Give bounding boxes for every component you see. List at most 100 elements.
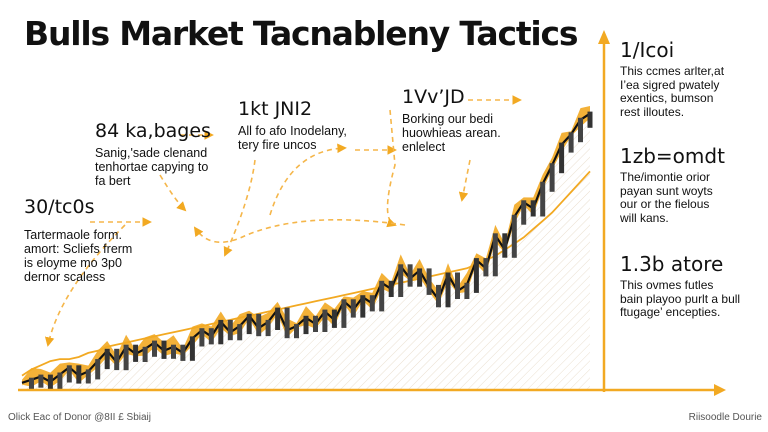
series-point-28	[284, 307, 290, 339]
series-point-16	[171, 344, 176, 359]
series-point-39	[388, 280, 394, 297]
series-point-8	[95, 359, 101, 380]
annotation-3-line-1: Borking our bedi	[402, 112, 494, 126]
series-point-23	[237, 324, 243, 341]
series-point-17	[180, 344, 186, 361]
series-point-41	[407, 264, 413, 287]
side-note-1: 1/Icoi This ccmes arlter,at I’ea sigred …	[620, 38, 765, 119]
series-point-29	[294, 324, 299, 339]
series-point-52	[511, 214, 517, 258]
series-point-19	[199, 328, 205, 347]
annotation-3-line-3: enlelect	[402, 140, 446, 154]
annotation-4-heading: 30/tc0s	[24, 196, 95, 218]
annotation-4: 30/tc0s Tartermaole form. amort: Scliefs…	[24, 196, 132, 284]
series-point-55	[540, 181, 546, 217]
annotation-4-line-2: amort: Scliefs frerm	[24, 242, 133, 256]
annotation-1-heading: 84 ka,bages	[95, 120, 211, 142]
annotation-2-heading: 1kt JNI2	[238, 98, 313, 120]
y-axis-arrow-icon	[598, 30, 610, 44]
series-point-2	[38, 374, 44, 388]
series-point-44	[436, 284, 441, 308]
series-point-60	[587, 111, 593, 128]
side-note-1-line-2: I’ea sigred pwately	[620, 77, 720, 92]
series-point-45	[445, 272, 451, 308]
footer-credit: Olick Eac of Donor @8II £ Sbiaij	[8, 412, 151, 423]
series-point-40	[398, 264, 404, 297]
series-point-35	[350, 299, 356, 318]
series-point-22	[227, 319, 233, 341]
guide-arrow-6	[193, 218, 406, 244]
annotation-3-heading: 1Vv’JD	[402, 86, 465, 108]
side-note-3-heading: 1.3b atore	[620, 252, 724, 276]
series-point-37	[369, 295, 375, 312]
annotation-4-line-4: dernor scaless	[24, 270, 106, 284]
side-note-1-line-3: exentics, bumson	[620, 91, 714, 105]
series-point-48	[473, 258, 479, 293]
x-axis-arrow-icon	[714, 384, 726, 396]
series-point-38	[379, 280, 385, 312]
guide-arrow-5	[44, 224, 126, 347]
series-point-5	[66, 365, 72, 383]
side-note-2-line-2: payan sunt woyts	[620, 183, 713, 198]
annotation-1-line-1: Sanig,'sade clenand	[95, 146, 208, 160]
series-point-9	[104, 348, 110, 370]
series-point-33	[331, 309, 337, 328]
series-point-59	[578, 117, 583, 143]
series-point-18	[189, 336, 195, 361]
series-point-10	[114, 348, 120, 371]
series-point-26	[265, 319, 271, 337]
series-point-58	[568, 132, 574, 153]
annotation-1-line-2: tenhortae capying to	[95, 160, 209, 174]
annotation-2-line-2: tery fire uncos	[238, 138, 317, 152]
series-point-20	[208, 328, 214, 345]
series-point-54	[530, 200, 536, 217]
series-point-53	[521, 200, 527, 225]
side-note-1-heading: 1/Icoi	[620, 38, 675, 62]
guide-arrow-2	[223, 159, 256, 257]
series-point-42	[417, 268, 423, 287]
annotation-3: 1Vv’JD Borking our bedi huowhieas arean.…	[402, 86, 501, 154]
series-point-6	[76, 365, 82, 384]
guide-arrow-1	[159, 174, 187, 212]
series-point-25	[256, 313, 262, 337]
chart-title: Bulls Market Tacnableny Tactics	[24, 14, 579, 53]
side-note-1-line-1: This ccmes arlter,at	[620, 64, 725, 78]
series-point-30	[303, 315, 309, 335]
guide-arrow-2b	[269, 143, 347, 216]
series-point-32	[322, 309, 328, 332]
side-note-3: 1.3b atore This ovmes futles bain playoo…	[620, 252, 765, 320]
series-point-15	[161, 340, 167, 359]
series-point-57	[559, 142, 565, 174]
series-point-4	[57, 372, 63, 390]
series-point-56	[549, 163, 555, 192]
annotation-3-line-2: huowhieas arean.	[402, 126, 501, 140]
series-point-13	[142, 346, 148, 362]
series-point-31	[313, 315, 318, 332]
series-point-3	[47, 374, 53, 390]
series-point-47	[464, 282, 470, 299]
annotation-4-line-3: is eloyme mo 3p0	[24, 256, 122, 270]
series-point-14	[152, 340, 157, 357]
series-point-50	[492, 233, 498, 277]
footer-source: Riisoodle Dourie	[688, 412, 762, 423]
series-point-21	[218, 319, 224, 345]
series-point-7	[85, 369, 91, 384]
series-point-36	[360, 295, 366, 318]
side-note-3-line-1: This ovmes futles	[620, 278, 714, 292]
side-note-1-line-4: rest illoutes.	[620, 104, 685, 119]
side-note-2: 1zb=omdt The/imontie orior payan sunt wo…	[620, 144, 765, 225]
annotation-1-line-3: fa bert	[95, 174, 131, 188]
series-point-43	[426, 268, 432, 295]
side-note-2-heading: 1zb=omdt	[620, 144, 725, 168]
annotation-2-line-1: All fo afo Inodelany,	[238, 124, 347, 138]
series-point-46	[455, 272, 460, 299]
guide-arrow-3	[386, 109, 397, 228]
guide-arrow-3b	[458, 159, 471, 202]
series-point-1	[29, 377, 34, 391]
annotation-4-line-1: Tartermaole form.	[24, 228, 122, 242]
series-point-12	[133, 344, 139, 362]
series-point-27	[275, 307, 281, 330]
side-note-3-line-3: ftugage’ encepties.	[620, 305, 721, 319]
annotation-2: 1kt JNI2 All fo afo Inodelany, tery fire…	[238, 98, 347, 152]
